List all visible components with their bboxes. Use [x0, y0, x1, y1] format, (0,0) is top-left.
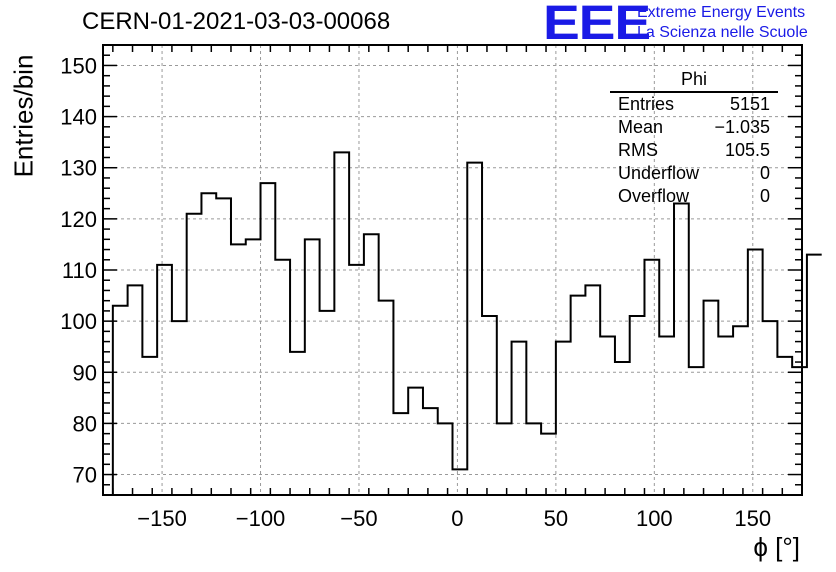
- logo-line-1: Extreme Energy Events: [637, 4, 806, 21]
- y-tick-label: 100: [60, 309, 97, 334]
- x-tick-label: 0: [451, 506, 463, 531]
- stats-label: RMS: [618, 140, 658, 160]
- stats-box: Phi Entries 5151 Mean −1.035 RMS 105.5 U…: [610, 69, 778, 208]
- chart-title: CERN-01-2021-03-03-00068: [82, 8, 391, 35]
- stats-label: Underflow: [618, 163, 700, 183]
- x-tick-label: 100: [636, 506, 673, 531]
- x-tick-label: −150: [137, 506, 187, 531]
- x-tick-label: 50: [544, 506, 568, 531]
- stats-box-title: Phi: [610, 69, 778, 93]
- y-tick-label: 110: [62, 258, 97, 283]
- x-tick-labels: −150 −100 −50 0 50 100 150: [137, 506, 771, 531]
- stats-value: 0: [759, 186, 770, 206]
- stats-row-mean: Mean −1.035: [610, 116, 778, 139]
- y-tick-label: 130: [60, 156, 97, 181]
- stats-label: Mean: [618, 117, 664, 137]
- stats-value: 0: [759, 163, 770, 183]
- stats-value: 105.5: [724, 140, 770, 160]
- grid-lines: [103, 45, 802, 495]
- stats-label: Overflow: [618, 186, 690, 206]
- logo-caption: Extreme Energy Events La Scienza nelle S…: [637, 3, 808, 43]
- stats-row-rms: RMS 105.5: [610, 139, 778, 162]
- x-tick-label: 150: [734, 506, 771, 531]
- logo-line-2: La Scienza nelle Scuole: [637, 24, 808, 41]
- y-tick-label: 70: [73, 463, 97, 488]
- x-axis-label: ϕ [°]: [753, 532, 800, 562]
- histogram-series: [111, 151, 822, 495]
- plot-frame: [102, 44, 803, 496]
- y-tick-label: 140: [60, 105, 97, 130]
- y-tick-label: 120: [60, 207, 97, 232]
- stats-label: Entries: [618, 94, 675, 114]
- y-tick-label: 80: [73, 411, 97, 436]
- stats-value: −1.035: [714, 117, 770, 137]
- y-tick-label: 90: [73, 360, 97, 385]
- stats-row-overflow: Overflow 0: [610, 185, 778, 208]
- stats-row-entries: Entries 5151: [610, 93, 778, 116]
- x-tick-label: −100: [236, 506, 286, 531]
- x-tick-label: −50: [340, 506, 377, 531]
- y-axis-label-text: Entries/bin: [8, 54, 39, 177]
- stats-row-underflow: Underflow 0: [610, 162, 778, 185]
- eee-logo: EEE: [543, 0, 651, 50]
- y-tick-labels: 70 80 90 100 110 120 130 140 150: [60, 53, 97, 487]
- stats-value: 5151: [729, 94, 770, 114]
- y-tick-label: 150: [60, 53, 97, 78]
- y-axis-label: Entries/bin: [6, 48, 42, 183]
